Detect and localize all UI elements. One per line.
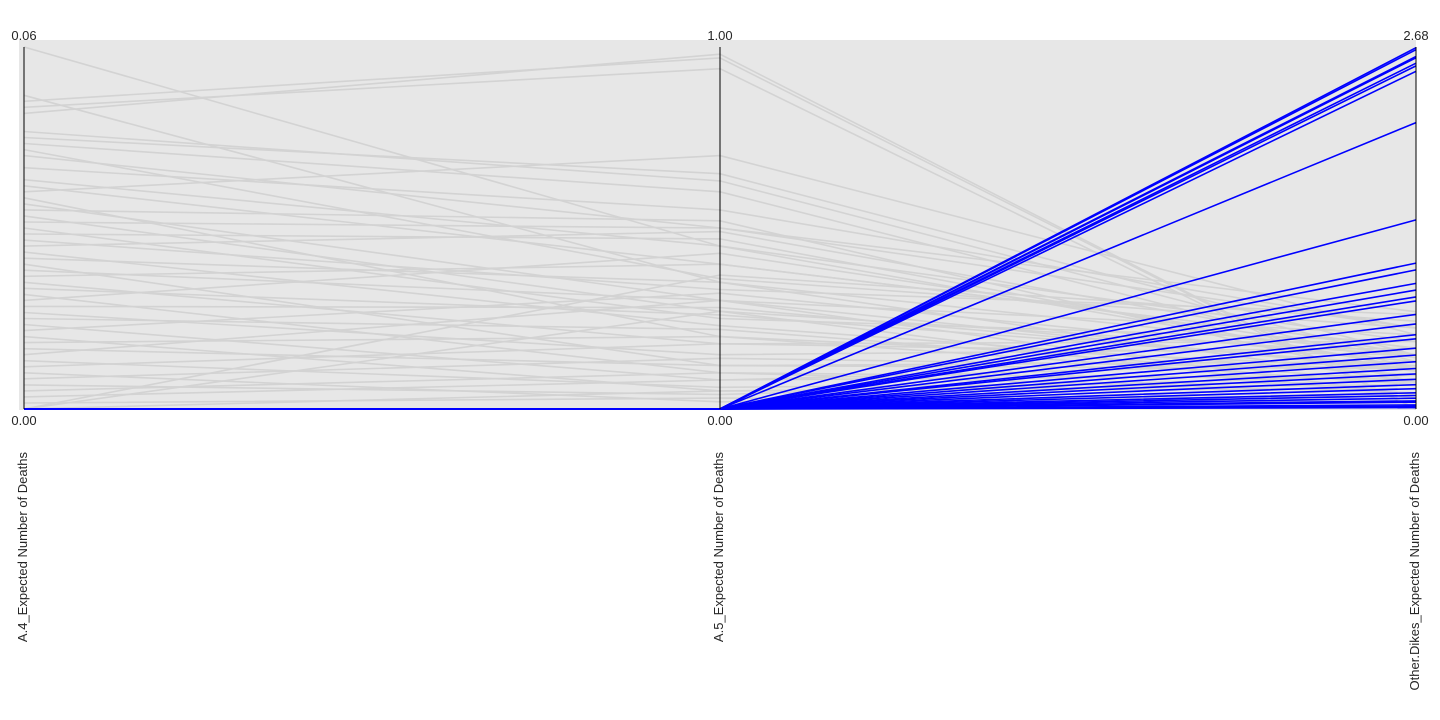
axis-a5-title: A.5_Expected Number of Deaths xyxy=(711,452,726,643)
axis-a4-title: A.4_Expected Number of Deaths xyxy=(15,452,30,643)
axis-a4: 0.06 0.00 A.4_Expected Number of Deaths xyxy=(11,28,36,642)
axis-a4-max-label: 0.06 xyxy=(11,28,36,43)
axis-a4-min-label: 0.00 xyxy=(11,413,36,428)
axis-a5: 1.00 0.00 A.5_Expected Number of Deaths xyxy=(707,28,732,642)
axis-a5-max-label: 1.00 xyxy=(707,28,732,43)
axis-other-dikes-min-label: 0.00 xyxy=(1403,413,1428,428)
axis-other-dikes-max-label: 2.68 xyxy=(1403,28,1428,43)
axis-other-dikes: 2.68 0.00 Other.Dikes_Expected Number of… xyxy=(1403,28,1428,690)
axis-a5-min-label: 0.00 xyxy=(707,413,732,428)
axis-other-dikes-title: Other.Dikes_Expected Number of Deaths xyxy=(1407,452,1422,691)
